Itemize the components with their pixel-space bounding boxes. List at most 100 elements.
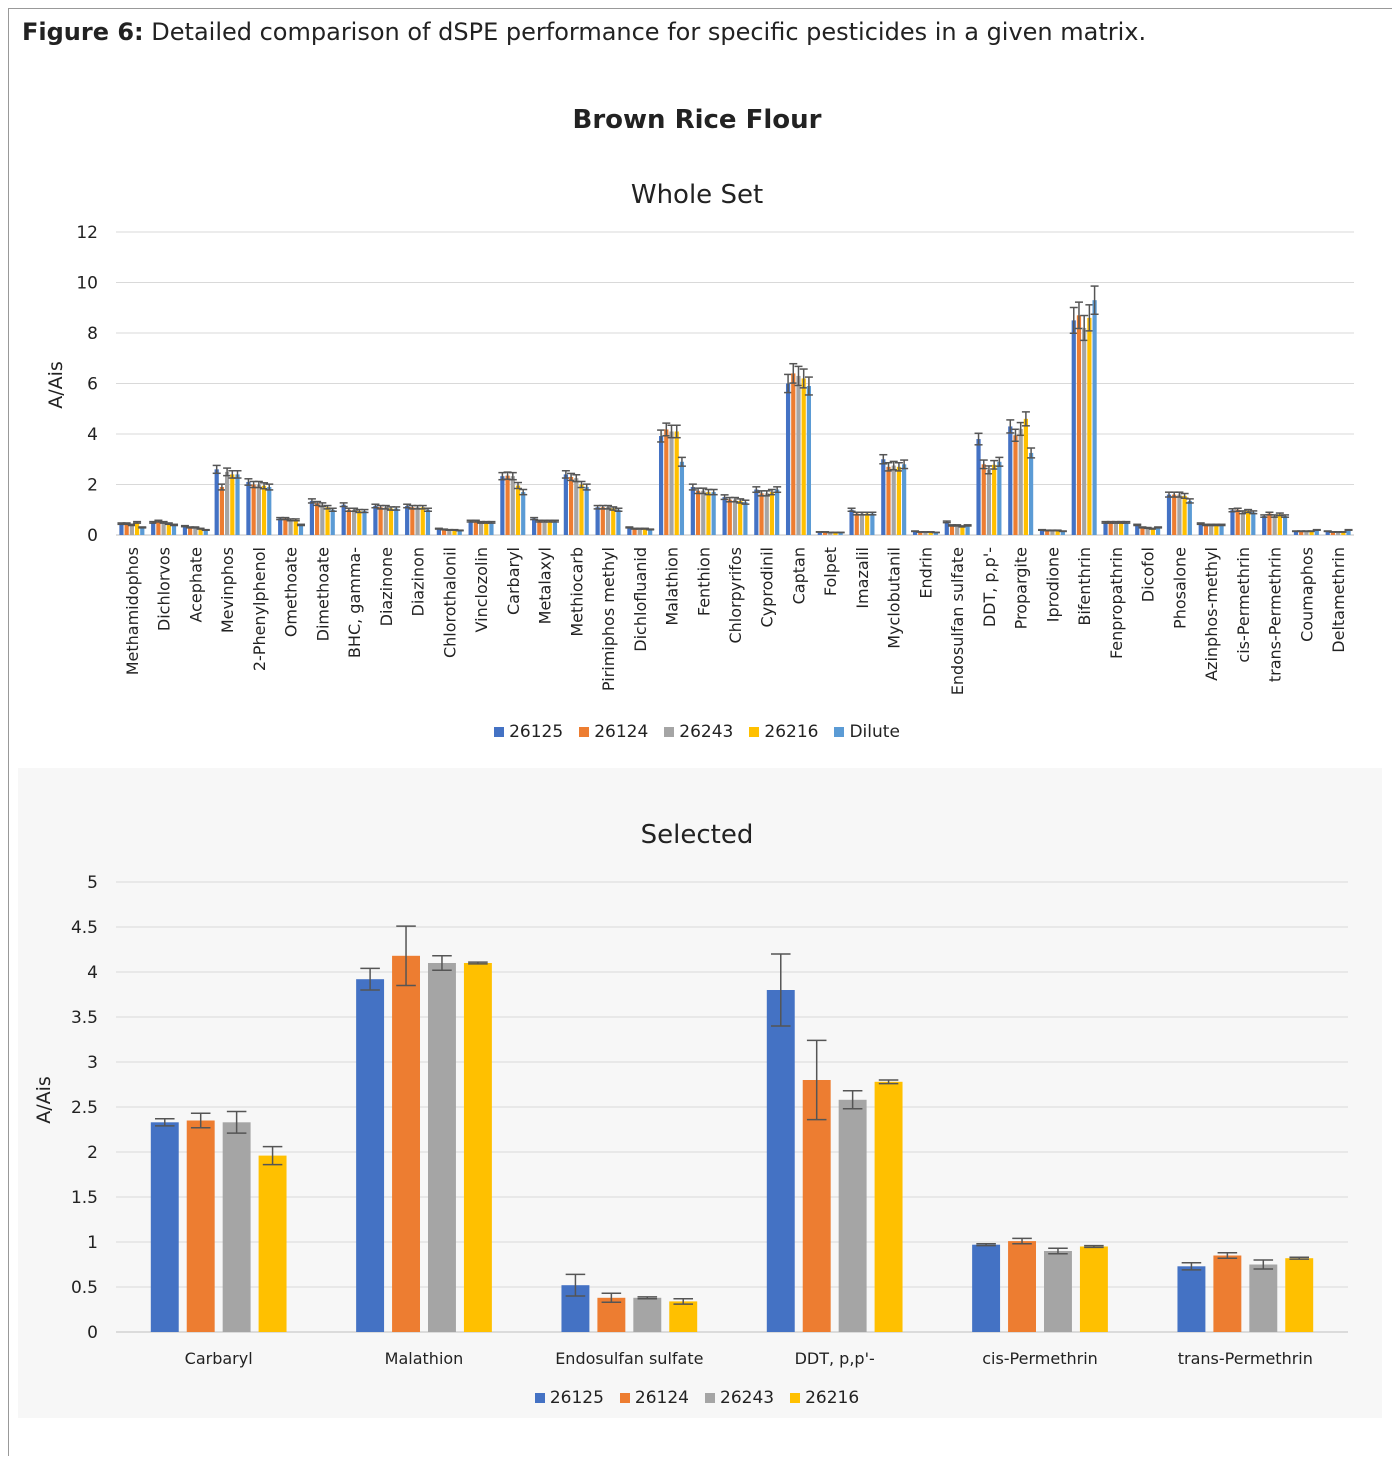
x-tick-label: Azinphos-methyl <box>1202 547 1221 681</box>
bar-Dilute-5 <box>298 524 304 535</box>
bar-26124-4 <box>251 484 256 535</box>
bar-26216-23 <box>865 513 870 535</box>
bar-26125-6 <box>309 500 315 535</box>
legend-swatch <box>494 727 505 737</box>
bar-26243-18 <box>701 490 706 535</box>
legend-label: 26124 <box>634 1388 689 1408</box>
bar-26216-21 <box>801 378 806 535</box>
bar-26125-32 <box>1135 524 1140 535</box>
bar-Dilute-11 <box>489 522 494 535</box>
x-tick-label: Fenpropathrin <box>1107 547 1126 659</box>
bar-Dilute-26 <box>965 525 970 535</box>
bar-26125-1 <box>356 979 385 1332</box>
bar-26124-16 <box>632 528 637 535</box>
bar-26216-20 <box>769 492 775 535</box>
bar-26124-31 <box>1108 522 1113 535</box>
x-tick-label: Bifenthrin <box>1075 547 1094 626</box>
x-tick-label: DDT, p,p'- <box>795 1349 875 1368</box>
bar-Dilute-3 <box>235 474 240 535</box>
bar-26124-1 <box>392 955 420 1332</box>
bar-26124-15 <box>600 507 605 535</box>
bar-Dilute-8 <box>394 508 399 535</box>
bar-26243-4 <box>256 484 261 535</box>
x-tick-label: Coumaphos <box>1297 547 1316 642</box>
bar-26216-4 <box>261 485 267 535</box>
x-tick-label: Methiocarb <box>567 547 586 637</box>
bar-Dilute-34 <box>1219 524 1224 535</box>
y-tick-label: 3 <box>87 1053 98 1073</box>
bar-Dilute-4 <box>267 487 272 535</box>
bar-26216-15 <box>611 508 616 535</box>
bar-26125-7 <box>341 504 346 535</box>
bar-26243-20 <box>764 493 769 535</box>
x-tick-label: cis-Permethrin <box>1234 547 1253 663</box>
bar-26216-3 <box>874 1081 903 1332</box>
bar-26124-10 <box>441 529 447 535</box>
legend-label: 26124 <box>594 722 649 742</box>
bar-26125-17 <box>658 436 664 535</box>
bar-26125-27 <box>976 439 981 535</box>
bar-26216-32 <box>1150 528 1155 535</box>
bar-26216-4 <box>1079 1246 1108 1332</box>
bar-26243-22 <box>828 532 833 535</box>
x-tick-label: trans-Permethrin <box>1266 547 1285 682</box>
x-tick-label: Deltamethrin <box>1329 547 1348 653</box>
x-tick-label: Cyprodinil <box>758 547 777 627</box>
x-tick-label: BHC, gamma- <box>345 547 364 658</box>
x-tick-label: DDT, p,p'- <box>980 547 999 627</box>
bar-26243-1 <box>428 963 456 1332</box>
x-tick-label: Chlorothalonil <box>440 547 459 658</box>
bar-26124-4 <box>1008 1241 1036 1332</box>
x-tick-label: Mevinphos <box>218 547 237 633</box>
bar-26125-34 <box>1198 523 1203 535</box>
bar-26243-30 <box>1082 327 1087 535</box>
bar-Dilute-14 <box>584 487 589 535</box>
bar-26216-26 <box>960 526 965 535</box>
bar-26124-6 <box>315 503 320 535</box>
bar-Dilute-12 <box>521 492 526 535</box>
x-tick-label: Fenthion <box>694 547 713 616</box>
bar-26124-24 <box>886 466 891 535</box>
y-tick-label: 8 <box>87 324 98 344</box>
bar-26124-9 <box>410 507 415 535</box>
x-tick-label: Endosulfan sulfate <box>555 1349 703 1368</box>
bar-Dilute-22 <box>838 532 843 535</box>
bar-26243-21 <box>796 375 801 535</box>
bar-26216-31 <box>1119 522 1124 535</box>
bar-26124-22 <box>822 531 828 535</box>
bar-Dilute-15 <box>616 509 621 535</box>
bar-26125-4 <box>246 481 251 535</box>
bar-26125-28 <box>1008 426 1013 535</box>
bar-26125-22 <box>817 531 822 535</box>
bar-26125-25 <box>912 531 918 535</box>
bar-Dilute-32 <box>1155 527 1161 535</box>
bar-26243-9 <box>415 507 420 535</box>
bar-26216-3 <box>230 474 235 535</box>
legend-label: 26243 <box>720 1388 775 1408</box>
whole-set-legend: 26125 26124 26243 26216 Dilute <box>0 722 1394 742</box>
bar-Dilute-16 <box>648 529 653 535</box>
bar-Dilute-25 <box>933 532 938 535</box>
bar-26216-12 <box>515 485 521 535</box>
bar-26216-35 <box>1246 511 1251 535</box>
bar-26216-0 <box>258 1155 287 1332</box>
bar-26243-8 <box>383 507 388 535</box>
bar-26124-18 <box>695 490 701 535</box>
y-tick-label: 3.5 <box>71 1008 98 1028</box>
bar-26243-36 <box>1272 516 1277 535</box>
bar-26125-16 <box>627 527 632 535</box>
legend-item: 26243 <box>664 722 733 742</box>
bar-26243-0 <box>129 524 134 535</box>
bar-26243-38 <box>1336 531 1341 535</box>
bar-26124-8 <box>378 507 383 535</box>
bar-Dilute-31 <box>1124 522 1129 535</box>
bar-26243-25 <box>923 531 928 535</box>
bar-26124-30 <box>1076 315 1082 535</box>
bar-26216-17 <box>674 431 679 535</box>
bar-26124-21 <box>791 373 796 535</box>
bar-Dilute-0 <box>140 527 145 535</box>
bar-Dilute-9 <box>425 509 431 535</box>
bar-Dilute-35 <box>1251 512 1256 535</box>
x-tick-label: Methamidophos <box>123 547 142 675</box>
bar-26125-35 <box>1230 510 1235 535</box>
